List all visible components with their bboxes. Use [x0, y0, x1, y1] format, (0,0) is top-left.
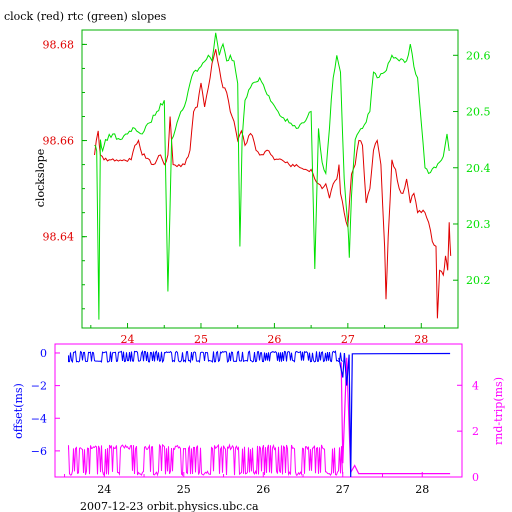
bottom-y-tick-label: −6 [31, 445, 47, 458]
bottom-y-axis-title: offset(ms) [12, 383, 25, 439]
top-y2-tick-label: 20.6 [466, 49, 491, 62]
series-offset-noise-band [68, 349, 343, 364]
bottom-y-axis-right: 0 2 4 [457, 379, 479, 484]
bottom-x-tick-label: 28 [415, 483, 429, 496]
top-y-tick-label: 98.66 [43, 135, 75, 148]
top-y-tick-label: 98.68 [43, 38, 75, 51]
top-y-axis-right: 20.2 20.3 20.4 20.5 20.6 [453, 49, 491, 287]
series-offset-line [338, 352, 451, 478]
top-y2-tick-label: 20.2 [466, 274, 491, 287]
bottom-y2-tick-label: 2 [472, 425, 479, 438]
top-x-tick-label: 28 [414, 333, 428, 346]
footer-text: 2007-12-23 orbit.physics.ubc.ca [80, 500, 259, 512]
bottom-y-axis-left: 0 −2 −4 −6 [31, 347, 60, 458]
bottom-chart: 24 25 26 27 28 0−2−4−6 024 offset(ms) rnd-tr… [12, 343, 505, 496]
top-x-tick-label: 27 [341, 333, 355, 346]
top-y2-tick-label: 20.5 [466, 106, 491, 119]
bottom-plot-frame [54, 343, 463, 478]
top-y2-tick-label: 20.3 [466, 218, 491, 231]
bottom-y2-axis-title: rnd-trip(ms) [492, 377, 505, 445]
top-y2-tick-label: 20.4 [466, 162, 491, 175]
bottom-y-tick-label: −2 [31, 380, 47, 393]
bottom-y2-tick-label: 4 [472, 379, 479, 392]
top-x-axis: 24 25 26 27 28 [90, 323, 428, 346]
top-x-tick-label: 24 [121, 333, 135, 346]
series-clock-line [94, 49, 452, 319]
bottom-x-tick-label: 26 [256, 483, 270, 496]
bottom-x-tick-label: 24 [97, 483, 111, 496]
series-rnd-trip-noise-band [68, 443, 343, 477]
bottom-x-axis: 24 25 26 27 28 [64, 472, 429, 496]
bottom-y-tick-label: −4 [31, 412, 47, 425]
bottom-y-tick-label: 0 [40, 347, 47, 360]
series-rtc-line [94, 32, 450, 320]
series-offset [68, 349, 451, 478]
series-rnd-trip-line [340, 357, 451, 475]
top-x-tick-label: 25 [194, 333, 208, 346]
chart-title: clock (red) rtc (green) slopes [4, 10, 167, 23]
bottom-x-tick-label: 25 [177, 483, 191, 496]
top-plot-frame [81, 29, 459, 329]
top-x-tick-label: 26 [267, 333, 281, 346]
bottom-y2-tick-label: 0 [472, 471, 479, 484]
bottom-x-tick-label: 27 [336, 483, 350, 496]
top-y-axis-left: 98.64 98.66 98.68 [43, 38, 87, 310]
series-rnd-trip [68, 357, 451, 477]
top-y-axis-title: clockslope [34, 149, 47, 207]
top-y-tick-label: 98.64 [43, 231, 75, 244]
